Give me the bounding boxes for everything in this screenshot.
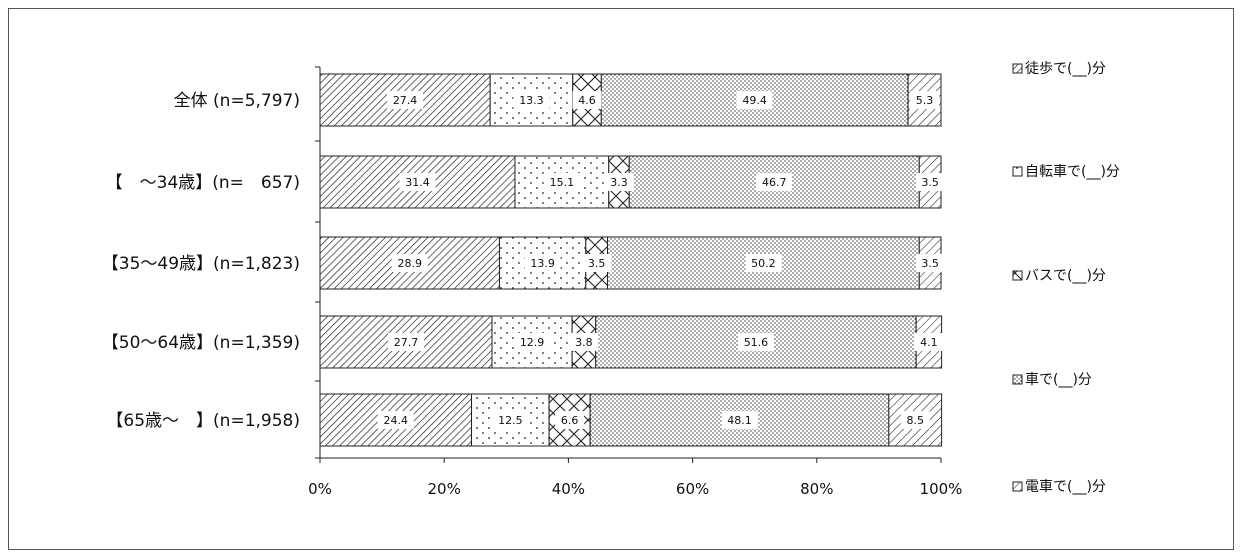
data-label: 48.1 <box>727 414 752 427</box>
data-label: 5.3 <box>916 94 934 107</box>
legend-swatch <box>1012 270 1023 281</box>
data-label-bg <box>737 333 774 351</box>
data-label: 4.6 <box>578 94 596 107</box>
data-label-bg <box>492 411 529 429</box>
data-label-bg <box>569 333 599 351</box>
data-label-bg <box>756 173 793 191</box>
data-label: 8.5 <box>906 414 924 427</box>
data-label: 4.1 <box>920 336 938 349</box>
category-label: 【 ～34歳】(n= 657) <box>106 173 300 193</box>
data-label-bg <box>745 254 782 272</box>
x-tick-label: 60% <box>676 480 709 498</box>
data-label-bg <box>572 91 602 109</box>
data-label: 3.5 <box>921 257 939 270</box>
data-label-bg <box>524 254 561 272</box>
data-label: 49.4 <box>742 94 767 107</box>
data-label: 3.3 <box>610 176 628 189</box>
data-label-bg <box>387 91 424 109</box>
data-label-bg <box>910 91 940 109</box>
data-label: 3.5 <box>588 257 606 270</box>
data-label: 46.7 <box>762 176 787 189</box>
legend-swatch <box>1012 63 1023 74</box>
data-label-bg <box>736 91 773 109</box>
x-tick-label: 100% <box>920 480 963 498</box>
category-label: 【65歳～ 】(n=1,958) <box>106 411 300 431</box>
data-label: 28.9 <box>397 257 422 270</box>
data-label-bg <box>388 333 425 351</box>
legend-label: 車で(__)分 <box>1025 371 1092 388</box>
data-label-bg <box>582 254 612 272</box>
data-label: 31.4 <box>405 176 430 189</box>
data-label: 27.7 <box>394 336 419 349</box>
legend-swatch <box>1012 481 1023 492</box>
category-label: 全体 (n=5,797) <box>174 91 300 111</box>
data-label: 3.8 <box>575 336 593 349</box>
data-label-bg <box>915 173 945 191</box>
legend-swatch <box>1012 166 1023 177</box>
data-label-bg <box>377 411 414 429</box>
data-labels: 27.4 13.3 4.6 49.4 5.3 31.4 15.1 3.3 46.7 3.5 28.9… <box>377 91 945 429</box>
data-label: 6.6 <box>561 414 579 427</box>
chart-frame <box>8 8 1234 550</box>
data-label: 50.2 <box>751 257 776 270</box>
data-label: 12.5 <box>498 414 523 427</box>
data-label-bg <box>399 173 436 191</box>
category-label: 【35～49歳】(n=1,823) <box>102 254 300 274</box>
data-label: 27.4 <box>393 94 418 107</box>
axes: 0% 20% 40% 60% 80% 100% 全体 (n=5,797) 【 ～34歳】(n=… <box>102 66 963 498</box>
legend-label: バスで(__)分 <box>1025 268 1106 284</box>
data-label-bg <box>391 254 428 272</box>
data-label: 3.5 <box>921 176 939 189</box>
data-label-bg <box>721 411 758 429</box>
data-label-bg <box>604 173 634 191</box>
x-tick-label: 40% <box>552 480 585 498</box>
x-tick-label: 0% <box>308 480 332 498</box>
legend-swatch <box>1012 374 1023 385</box>
data-label-bg <box>513 91 550 109</box>
x-tick-label: 20% <box>428 480 461 498</box>
data-label: 12.9 <box>520 336 545 349</box>
data-label-bg <box>914 333 944 351</box>
data-label: 15.1 <box>550 176 575 189</box>
data-label: 51.6 <box>744 336 769 349</box>
x-tick-label: 80% <box>800 480 833 498</box>
data-label-bg <box>900 411 930 429</box>
data-label-bg <box>543 173 580 191</box>
data-label: 13.3 <box>519 94 544 107</box>
data-label-bg <box>514 333 551 351</box>
legend-label: 電車で(__)分 <box>1025 478 1106 495</box>
data-label-bg <box>915 254 945 272</box>
data-label: 13.9 <box>530 257 555 270</box>
legend-label: 徒歩で(__)分 <box>1025 61 1106 77</box>
legend-label: 自転車で(__)分 <box>1025 163 1120 180</box>
data-label-bg <box>555 411 585 429</box>
data-label: 24.4 <box>384 414 409 427</box>
category-label: 【50～64歳】(n=1,359) <box>102 333 300 353</box>
